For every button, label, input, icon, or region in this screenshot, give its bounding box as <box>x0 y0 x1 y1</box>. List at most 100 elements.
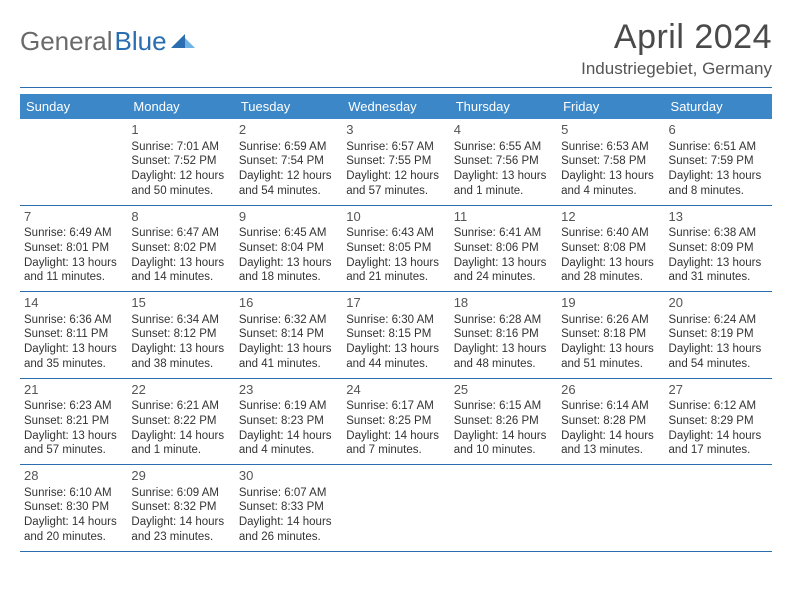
calendar-cell <box>450 465 557 551</box>
calendar-body: 1Sunrise: 7:01 AMSunset: 7:52 PMDaylight… <box>20 119 772 551</box>
sunset-text: Sunset: 7:52 PM <box>131 154 230 169</box>
day-number: 16 <box>239 295 338 312</box>
daylight-text: Daylight: 13 hours and 4 minutes. <box>561 169 660 198</box>
calendar-cell: 23Sunrise: 6:19 AMSunset: 8:23 PMDayligh… <box>235 378 342 465</box>
sunrise-text: Sunrise: 6:51 AM <box>669 140 768 155</box>
page-title: April 2024 <box>581 18 772 57</box>
daylight-text: Daylight: 14 hours and 10 minutes. <box>454 429 553 458</box>
calendar-week-row: 28Sunrise: 6:10 AMSunset: 8:30 PMDayligh… <box>20 465 772 551</box>
day-number: 11 <box>454 209 553 226</box>
sunrise-text: Sunrise: 6:23 AM <box>24 399 123 414</box>
daylight-text: Daylight: 12 hours and 50 minutes. <box>131 169 230 198</box>
calendar-cell: 30Sunrise: 6:07 AMSunset: 8:33 PMDayligh… <box>235 465 342 551</box>
day-header: Wednesday <box>342 94 449 119</box>
daylight-text: Daylight: 13 hours and 8 minutes. <box>669 169 768 198</box>
calendar-cell: 22Sunrise: 6:21 AMSunset: 8:22 PMDayligh… <box>127 378 234 465</box>
sunset-text: Sunset: 8:12 PM <box>131 327 230 342</box>
daylight-text: Daylight: 13 hours and 57 minutes. <box>24 429 123 458</box>
sunset-text: Sunset: 8:09 PM <box>669 241 768 256</box>
day-number: 8 <box>131 209 230 226</box>
daylight-text: Daylight: 13 hours and 54 minutes. <box>669 342 768 371</box>
daylight-text: Daylight: 13 hours and 11 minutes. <box>24 256 123 285</box>
sunrise-text: Sunrise: 6:19 AM <box>239 399 338 414</box>
sunrise-text: Sunrise: 6:30 AM <box>346 313 445 328</box>
day-header: Friday <box>557 94 664 119</box>
daylight-text: Daylight: 14 hours and 13 minutes. <box>561 429 660 458</box>
calendar-cell: 19Sunrise: 6:26 AMSunset: 8:18 PMDayligh… <box>557 292 664 379</box>
sunset-text: Sunset: 8:01 PM <box>24 241 123 256</box>
sunrise-text: Sunrise: 6:07 AM <box>239 486 338 501</box>
sunrise-text: Sunrise: 6:57 AM <box>346 140 445 155</box>
top-rule <box>20 87 772 88</box>
sunrise-text: Sunrise: 6:59 AM <box>239 140 338 155</box>
day-header: Tuesday <box>235 94 342 119</box>
sunset-text: Sunset: 8:04 PM <box>239 241 338 256</box>
daylight-text: Daylight: 12 hours and 54 minutes. <box>239 169 338 198</box>
sunrise-text: Sunrise: 6:47 AM <box>131 226 230 241</box>
calendar-cell: 28Sunrise: 6:10 AMSunset: 8:30 PMDayligh… <box>20 465 127 551</box>
day-number: 5 <box>561 122 660 139</box>
logo-text-1: General <box>20 26 113 57</box>
calendar-cell: 18Sunrise: 6:28 AMSunset: 8:16 PMDayligh… <box>450 292 557 379</box>
sunset-text: Sunset: 8:22 PM <box>131 414 230 429</box>
calendar-table: Sunday Monday Tuesday Wednesday Thursday… <box>20 94 772 551</box>
daylight-text: Daylight: 14 hours and 1 minute. <box>131 429 230 458</box>
sunset-text: Sunset: 7:59 PM <box>669 154 768 169</box>
calendar-cell: 2Sunrise: 6:59 AMSunset: 7:54 PMDaylight… <box>235 119 342 205</box>
day-number: 23 <box>239 382 338 399</box>
sunrise-text: Sunrise: 6:49 AM <box>24 226 123 241</box>
day-number: 29 <box>131 468 230 485</box>
sunset-text: Sunset: 8:08 PM <box>561 241 660 256</box>
day-number: 3 <box>346 122 445 139</box>
calendar-cell <box>20 119 127 205</box>
day-number: 24 <box>346 382 445 399</box>
daylight-text: Daylight: 13 hours and 28 minutes. <box>561 256 660 285</box>
calendar-cell: 1Sunrise: 7:01 AMSunset: 7:52 PMDaylight… <box>127 119 234 205</box>
daylight-text: Daylight: 13 hours and 18 minutes. <box>239 256 338 285</box>
sunrise-text: Sunrise: 6:45 AM <box>239 226 338 241</box>
sunrise-text: Sunrise: 6:28 AM <box>454 313 553 328</box>
day-number: 4 <box>454 122 553 139</box>
daylight-text: Daylight: 13 hours and 21 minutes. <box>346 256 445 285</box>
calendar-cell: 5Sunrise: 6:53 AMSunset: 7:58 PMDaylight… <box>557 119 664 205</box>
calendar-cell: 17Sunrise: 6:30 AMSunset: 8:15 PMDayligh… <box>342 292 449 379</box>
calendar-cell: 3Sunrise: 6:57 AMSunset: 7:55 PMDaylight… <box>342 119 449 205</box>
logo-text-2: Blue <box>115 26 167 57</box>
calendar-cell: 14Sunrise: 6:36 AMSunset: 8:11 PMDayligh… <box>20 292 127 379</box>
sunset-text: Sunset: 8:23 PM <box>239 414 338 429</box>
sunset-text: Sunset: 8:33 PM <box>239 500 338 515</box>
daylight-text: Daylight: 13 hours and 51 minutes. <box>561 342 660 371</box>
calendar-week-row: 7Sunrise: 6:49 AMSunset: 8:01 PMDaylight… <box>20 205 772 292</box>
sunrise-text: Sunrise: 6:09 AM <box>131 486 230 501</box>
calendar-cell: 9Sunrise: 6:45 AMSunset: 8:04 PMDaylight… <box>235 205 342 292</box>
title-block: April 2024 Industriegebiet, Germany <box>581 18 772 79</box>
calendar-cell: 21Sunrise: 6:23 AMSunset: 8:21 PMDayligh… <box>20 378 127 465</box>
sunrise-text: Sunrise: 6:10 AM <box>24 486 123 501</box>
calendar-cell: 13Sunrise: 6:38 AMSunset: 8:09 PMDayligh… <box>665 205 772 292</box>
day-number: 13 <box>669 209 768 226</box>
daylight-text: Daylight: 13 hours and 48 minutes. <box>454 342 553 371</box>
sunset-text: Sunset: 8:14 PM <box>239 327 338 342</box>
calendar-week-row: 1Sunrise: 7:01 AMSunset: 7:52 PMDaylight… <box>20 119 772 205</box>
sunset-text: Sunset: 7:58 PM <box>561 154 660 169</box>
sunset-text: Sunset: 7:56 PM <box>454 154 553 169</box>
day-header: Monday <box>127 94 234 119</box>
sunset-text: Sunset: 8:11 PM <box>24 327 123 342</box>
calendar-cell: 20Sunrise: 6:24 AMSunset: 8:19 PMDayligh… <box>665 292 772 379</box>
day-number: 1 <box>131 122 230 139</box>
calendar-cell: 16Sunrise: 6:32 AMSunset: 8:14 PMDayligh… <box>235 292 342 379</box>
logo: GeneralBlue <box>20 26 197 57</box>
calendar-cell: 11Sunrise: 6:41 AMSunset: 8:06 PMDayligh… <box>450 205 557 292</box>
sunset-text: Sunset: 8:15 PM <box>346 327 445 342</box>
day-number: 18 <box>454 295 553 312</box>
day-number: 10 <box>346 209 445 226</box>
sunset-text: Sunset: 8:25 PM <box>346 414 445 429</box>
sunrise-text: Sunrise: 6:55 AM <box>454 140 553 155</box>
sunrise-text: Sunrise: 6:17 AM <box>346 399 445 414</box>
sunrise-text: Sunrise: 6:26 AM <box>561 313 660 328</box>
sunrise-text: Sunrise: 6:14 AM <box>561 399 660 414</box>
day-number: 6 <box>669 122 768 139</box>
calendar-cell: 8Sunrise: 6:47 AMSunset: 8:02 PMDaylight… <box>127 205 234 292</box>
calendar-cell <box>342 465 449 551</box>
daylight-text: Daylight: 14 hours and 20 minutes. <box>24 515 123 544</box>
